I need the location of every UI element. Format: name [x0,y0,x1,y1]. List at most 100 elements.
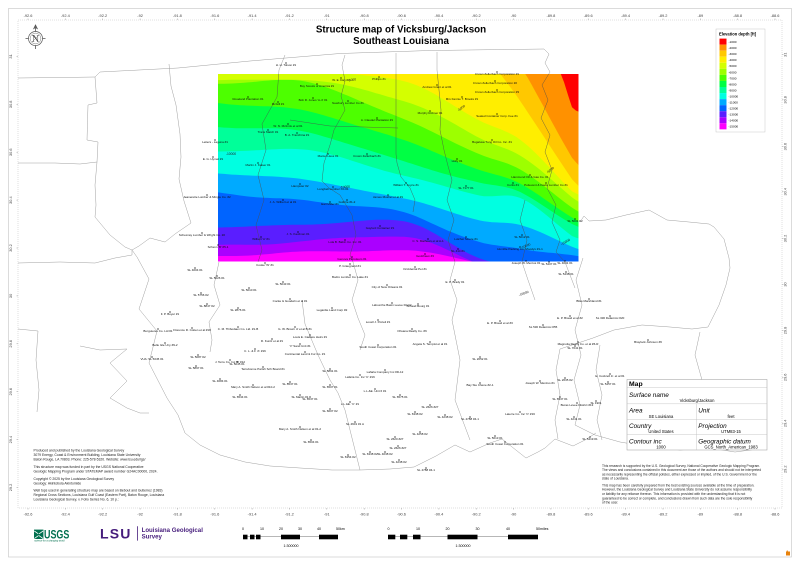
svg-text:SL 2620 #27: SL 2620 #27 [387,437,404,441]
svg-text:-92: -92 [137,13,143,18]
svg-text:30.6: 30.6 [8,148,13,156]
svg-text:Baton Rouge, LA 70803. Phone:: Baton Rouge, LA 70803. Phone: 225-578-53… [34,458,146,462]
svg-text:SL 6575 #1: SL 6575 #1 [392,395,408,399]
svg-text:40: 40 [506,527,510,531]
svg-text:Crown Zellerbach #1: Crown Zellerbach #1 [353,154,381,158]
svg-text:-10000: -10000 [560,238,571,247]
svg-text:-91: -91 [324,13,330,18]
svg-text:Mary A. Smith Nelson et al #1-: Mary A. Smith Nelson et al #1-2 [279,427,322,431]
svg-text:SL 5043 #1: SL 5043 #1 [275,282,291,286]
svg-text:Map: Map [629,381,643,388]
svg-text:W. N. McInnis et al #1: W. N. McInnis et al #1 [273,124,303,128]
svg-text:United States: United States [648,429,673,434]
svg-text:H. H. Tolson #1: H. H. Tolson #1 [276,63,297,67]
svg-text:-10000: -10000 [520,242,531,250]
svg-text:E. Cockrell Jr. et al #1: E. Cockrell Jr. et al #1 [595,374,625,378]
svg-text:Bay Ste Chene #2-1: Bay Ste Chene #2-1 [466,383,493,387]
svg-text:-10000: -10000 [340,185,351,190]
svg-text:Boy Scouts of America #1: Boy Scouts of America #1 [300,84,335,88]
svg-text:R. Kuntz et al #1: R. Kuntz et al #1 [261,339,284,343]
svg-text:Roseland Plantation #1: Roseland Plantation #1 [232,97,263,101]
svg-text:SL 5613 #1: SL 5613 #1 [487,436,503,440]
svg-text:SL 4004 #1: SL 4004 #1 [187,268,203,272]
svg-text:Lutcher Moore #1: Lutcher Moore #1 [454,237,478,241]
svg-text:C. L. & F 'A' #16: C. L. & F 'A' #16 [244,349,266,353]
svg-text:Surface name: Surface name [629,392,669,399]
svg-text:29.4: 29.4 [8,435,13,443]
svg-text:N: N [32,34,39,45]
svg-text:This map has been carefully pr: This map has been carefully prepared fro… [602,483,755,487]
svg-text:Country: Country [629,423,652,430]
svg-text:-1000: -1000 [729,40,737,44]
svg-text:Marcel Hess #1: Marcel Hess #1 [318,154,339,158]
svg-text:Sealed Container Corp. Fee #1: Sealed Container Corp. Fee #1 [476,114,518,118]
svg-text:SL 2876 #1: SL 2876 #1 [230,308,246,312]
svg-text:SL 6338 #2: SL 6338 #2 [362,452,378,456]
svg-text:SL 5756 #2: SL 5756 #2 [193,293,209,297]
svg-text:Legardie Land Corp #2: Legardie Land Corp #2 [317,308,348,312]
svg-text:-89.2: -89.2 [659,13,668,18]
svg-text:Terrebonne Parish Sch Board #1: Terrebonne Parish Sch Board #1 [241,367,285,371]
svg-text:SL 4038 #2: SL 4038 #2 [377,452,393,456]
svg-text:Well tops used in generating s: Well tops used in generating structure m… [34,489,163,493]
svg-text:-89: -89 [697,13,703,18]
svg-text:Lafourche Basin Levee Distric: Lafourche Basin Levee Distric [372,303,412,307]
svg-text:This structure map was funded: This structure map was funded in part by… [34,465,144,469]
svg-text:-7000: -7000 [729,76,737,80]
svg-text:SL 4601 #1 A: SL 4601 #1 A [346,422,364,426]
svg-text:29.8: 29.8 [783,327,788,335]
svg-text:or liability for any reliance: or liability for any reliance thereon. T… [602,492,745,496]
svg-text:-92.6: -92.6 [24,512,33,517]
svg-text:SL 7041 #1: SL 7041 #1 [567,346,583,350]
svg-text:30: 30 [298,527,302,531]
svg-text:Survey: Survey [142,534,163,541]
svg-text:C. M. Thibodaux Co. Ltd. #1-B: C. M. Thibodaux Co. Ltd. #1-B [218,327,258,331]
svg-text:Andrew Grant et al #1: Andrew Grant et al #1 [422,85,452,89]
svg-text:30.8: 30.8 [8,101,13,109]
svg-text:E. P. Braud et al #2: E. P. Braud et al #2 [557,316,583,320]
svg-text:L.L.&E. Unit 6 #1: L.L.&E. Unit 6 #1 [364,389,387,393]
svg-text:Lula B. Babin Co. Inc. #1: Lula B. Babin Co. Inc. #1 [328,240,362,244]
svg-text:-92.2: -92.2 [98,512,107,517]
svg-text:Longbell Lumber Co #1: Longbell Lumber Co #1 [317,187,349,191]
svg-text:SL 5087 #2: SL 5087 #2 [190,355,206,359]
svg-text:J. A. Wilbert et al #1: J. A. Wilbert et al #1 [270,200,297,204]
svg-text:Burguieres Co. Ltd #1: Burguieres Co. Ltd #1 [143,329,173,333]
svg-text:F. P. Boyer #1: F. P. Boyer #1 [161,312,180,316]
svg-text:-2000: -2000 [729,46,737,50]
svg-text:Louis E. Cadiere Heirs #1: Louis E. Cadiere Heirs #1 [293,335,328,339]
svg-text:SL 6537 #1: SL 6537 #1 [552,397,568,401]
svg-text:Continental Land & Fur Co. #1: Continental Land & Fur Co. #1 [285,352,326,356]
svg-text:-10000: -10000 [729,94,739,98]
svg-text:Southeast Louisiana: Southeast Louisiana [353,36,449,47]
svg-text:SL 4041 #1: SL 4041 #1 [557,261,573,265]
svg-text:10: 10 [416,527,420,531]
svg-text:-13000: -13000 [729,113,739,117]
svg-text:SL 4241 #1: SL 4241 #1 [566,417,582,421]
svg-text:SL 5010 #1: SL 5010 #1 [241,288,257,292]
svg-text:Vicksburg/Jackson: Vicksburg/Jackson [680,398,716,403]
svg-text:20: 20 [446,527,450,531]
svg-text:Braylock Johnson #6: Braylock Johnson #6 [634,340,662,344]
svg-text:Bodro Lumber Co. Lake #1: Bodro Lumber Co. Lake #1 [332,275,368,279]
svg-text:SL 6338 #2: SL 6338 #2 [407,412,423,416]
svg-text:SL 4684 #1: SL 4684 #1 [212,379,228,383]
svg-text:-88.8: -88.8 [733,13,742,18]
svg-text:0: 0 [388,527,390,531]
svg-text:-91.2: -91.2 [285,512,294,517]
svg-text:J. S. Kaufman #1: J. S. Kaufman #1 [286,232,309,236]
svg-text:-5000: -5000 [347,77,356,82]
svg-text:South Coast Corporation #1: South Coast Corporation #1 [486,442,524,446]
svg-text:Cocke & Goodwin et al #1: Cocke & Goodwin et al #1 [273,299,308,303]
svg-text:Area: Area [628,408,643,415]
svg-text:Produced and published by the: Produced and published by the Louisiana … [34,449,125,453]
svg-text:-90.2: -90.2 [472,512,481,517]
svg-text:31: 31 [783,53,788,57]
svg-text:SL 330 Delacroix #20: SL 330 Delacroix #20 [596,316,625,320]
svg-text:-90.2: -90.2 [472,13,481,18]
svg-text:Mrs Fannie T. Brooks #1: Mrs Fannie T. Brooks #1 [446,97,479,101]
svg-text:Gaylord Container #1: Gaylord Container #1 [366,226,395,230]
svg-text:29.4: 29.4 [783,419,788,427]
svg-text:SL 5438 #1: SL 5438 #1 [558,272,574,276]
svg-text:SL 6507 #1: SL 6507 #1 [322,385,338,389]
